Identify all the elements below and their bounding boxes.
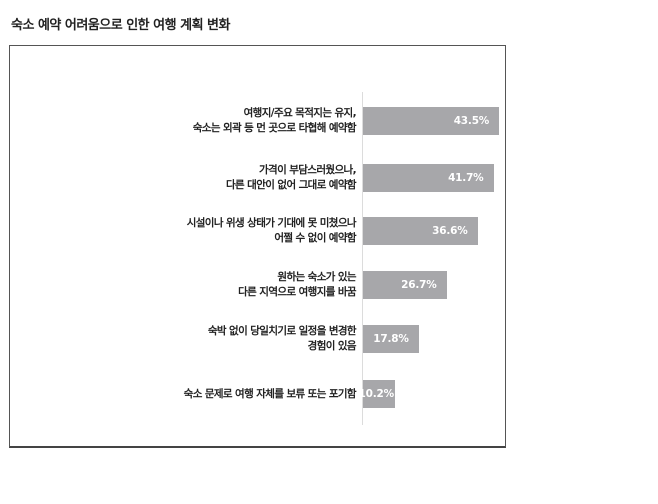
bar-value-label: 26.7% <box>401 279 437 291</box>
bar-row: 숙소 문제로 여행 자체를 보류 또는 포기함 10.2% <box>0 379 658 409</box>
bar-row: 원하는 숙소가 있는 다른 지역으로 여행지를 바꿈 26.7% <box>0 270 658 300</box>
bar-label: 원하는 숙소가 있는 다른 지역으로 여행지를 바꿈 <box>238 270 356 300</box>
bar-label-line: 숙박 없이 당일치기로 일정을 변경한 <box>207 325 357 337</box>
bar-label-line: 다른 대안이 없어 그대로 예약함 <box>225 179 357 191</box>
bar-label: 여행지/주요 목적지는 유지, 숙소는 외곽 등 먼 곳으로 타협해 예약함 <box>192 106 357 136</box>
bar: 43.5% <box>363 107 500 135</box>
bar: 10.2% <box>358 380 395 408</box>
bar-value-label: 41.7% <box>448 172 484 184</box>
bar-label-line: 여행지/주요 목적지는 유지, <box>243 107 357 119</box>
bar: 26.7% <box>363 271 447 299</box>
bar-label-line: 경험이 있음 <box>307 340 357 352</box>
bar-value-label: 10.2% <box>358 388 394 400</box>
bar: 36.6% <box>363 217 478 245</box>
bar-value-label: 43.5% <box>453 115 490 127</box>
bar-label-line: 원하는 숙소가 있는 <box>277 271 356 283</box>
bar-label-line: 숙소는 외곽 등 먼 곳으로 타협해 예약함 <box>192 122 357 134</box>
bar-value-label: 17.8% <box>373 333 409 345</box>
bar-row: 시설이나 위생 상태가 기대에 못 미쳤으나 어쩔 수 없이 예약함 36.6% <box>0 216 658 246</box>
category-axis-line <box>362 92 363 425</box>
bar: 17.8% <box>363 325 419 353</box>
bar-label: 숙박 없이 당일치기로 일정을 변경한 경험이 있음 <box>207 324 357 354</box>
bar-row: 가격이 부담스러웠으나, 다른 대안이 없어 그대로 예약함 41.7% <box>0 163 658 193</box>
bar-label: 가격이 부담스러웠으나, 다른 대안이 없어 그대로 예약함 <box>225 163 357 193</box>
bar-row: 숙박 없이 당일치기로 일정을 변경한 경험이 있음 17.8% <box>0 324 658 354</box>
bar-label: 숙소 문제로 여행 자체를 보류 또는 포기함 <box>183 379 357 409</box>
bar-value-label: 36.6% <box>432 225 468 237</box>
chart-frame <box>9 45 506 448</box>
bar-label-line: 시설이나 위생 상태가 기대에 못 미쳤으나 <box>186 217 357 229</box>
bar-label: 시설이나 위생 상태가 기대에 못 미쳤으나 어쩔 수 없이 예약함 <box>186 216 357 246</box>
bar-label-line: 어쩔 수 없이 예약함 <box>274 232 356 244</box>
bar-label-line: 다른 지역으로 여행지를 바꿈 <box>238 286 356 298</box>
bar: 41.7% <box>363 164 494 192</box>
bar-label-line: 숙소 문제로 여행 자체를 보류 또는 포기함 <box>183 387 357 400</box>
chart-title: 숙소 예약 어려움으로 인한 여행 계획 변화 <box>11 18 230 33</box>
bar-label-line: 가격이 부담스러웠으나, <box>258 164 357 176</box>
bar-row: 여행지/주요 목적지는 유지, 숙소는 외곽 등 먼 곳으로 타협해 예약함 4… <box>0 106 658 136</box>
